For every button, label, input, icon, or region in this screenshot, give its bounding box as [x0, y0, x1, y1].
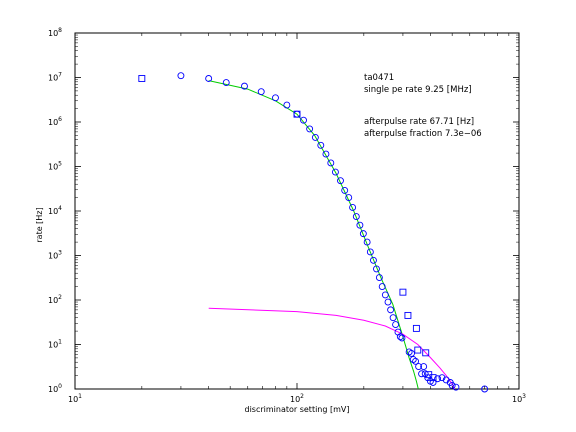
data-point-circle: [429, 379, 437, 386]
data-point-circle: [438, 374, 446, 382]
data-point-circle: [352, 213, 360, 221]
data-point-circle: [272, 94, 279, 102]
data-point-circle: [306, 125, 314, 133]
data-point-circle: [409, 356, 417, 363]
plot-area: [74, 32, 520, 390]
y-tick-label: 106: [48, 116, 62, 127]
data-point-circle: [337, 177, 344, 185]
data-point-circle: [370, 256, 377, 264]
y-tick-label: 103: [48, 250, 62, 261]
data-point-circle: [241, 82, 248, 90]
y-tick-label: 105: [48, 161, 62, 172]
green-fit-line: [208, 80, 419, 390]
axes: 101 102 103 100 101 102 103 104 105 106 107 108: [48, 27, 526, 404]
plot-frame: [74, 32, 520, 390]
y-tick-label: 100: [48, 383, 62, 394]
annotation-single-pe-rate: single pe rate 9.25 [MHz]: [364, 85, 472, 95]
data-point-circle: [375, 274, 383, 281]
data-point-circle: [283, 101, 291, 109]
data-point-circle: [311, 133, 319, 141]
data-point-circle: [434, 375, 442, 383]
data-point-circle: [381, 291, 389, 299]
x-tick-label: 102: [290, 393, 304, 404]
data-point-circle: [341, 186, 349, 194]
data-point-circle: [420, 363, 428, 370]
x-tick-label: 101: [68, 393, 82, 404]
data-point-circle: [331, 168, 339, 176]
data-point-circle: [392, 321, 400, 329]
data-point-circle: [363, 238, 371, 246]
data-point-square: [138, 75, 146, 82]
data-point-circle: [327, 159, 335, 167]
annotation-afterpulse-rate: afterpulse rate 67.71 [Hz]: [364, 117, 474, 127]
data-point-square: [412, 324, 420, 332]
data-point-circle: [205, 75, 213, 82]
data-point-circle: [412, 357, 420, 365]
x-axis-label: discriminator setting [mV]: [244, 405, 349, 414]
y-tick-label: 104: [48, 205, 62, 216]
data-point-circle: [222, 79, 230, 87]
annotation-id: ta0471: [364, 73, 394, 83]
y-tick-label: 108: [48, 27, 62, 38]
data-point-circle: [345, 194, 353, 202]
data-point-circle: [366, 248, 374, 256]
data-point-circle: [322, 150, 330, 158]
data-point-circle: [389, 314, 397, 322]
data-point-circle: [317, 141, 325, 149]
data-point-circle: [384, 298, 392, 306]
data-point-square: [429, 374, 437, 382]
annotation-block: ta0471 single pe rate 9.25 [MHz] afterpu…: [364, 73, 482, 139]
data-point-square: [399, 288, 407, 296]
data-point-circle: [177, 72, 185, 80]
data-point-circle: [398, 334, 406, 342]
data-point-circle: [415, 363, 423, 370]
data-point-square: [414, 346, 422, 354]
y-axis-label: rate [Hz]: [35, 207, 44, 242]
data-point-circle: [359, 230, 367, 238]
data-point-square: [404, 311, 412, 319]
data-point-square: [422, 349, 430, 357]
data-point-circle: [387, 306, 395, 314]
data-markers: [138, 72, 489, 393]
data-point-circle: [396, 333, 404, 341]
y-tick-label: 101: [48, 339, 62, 350]
y-tick-label: 107: [48, 72, 62, 83]
data-point-circle: [378, 283, 386, 291]
x-tick-label: 103: [512, 393, 526, 404]
data-point-circle: [349, 204, 357, 211]
data-point-circle: [373, 265, 380, 273]
data-point-circle: [418, 370, 426, 378]
data-point-circle: [300, 116, 307, 124]
data-point-square: [293, 110, 301, 118]
data-point-circle: [257, 88, 265, 96]
data-point-circle: [452, 383, 460, 391]
data-point-circle: [356, 221, 364, 229]
y-tick-label: 102: [48, 294, 62, 305]
annotation-afterpulse-fraction: afterpulse fraction 7.3e−06: [364, 129, 482, 139]
